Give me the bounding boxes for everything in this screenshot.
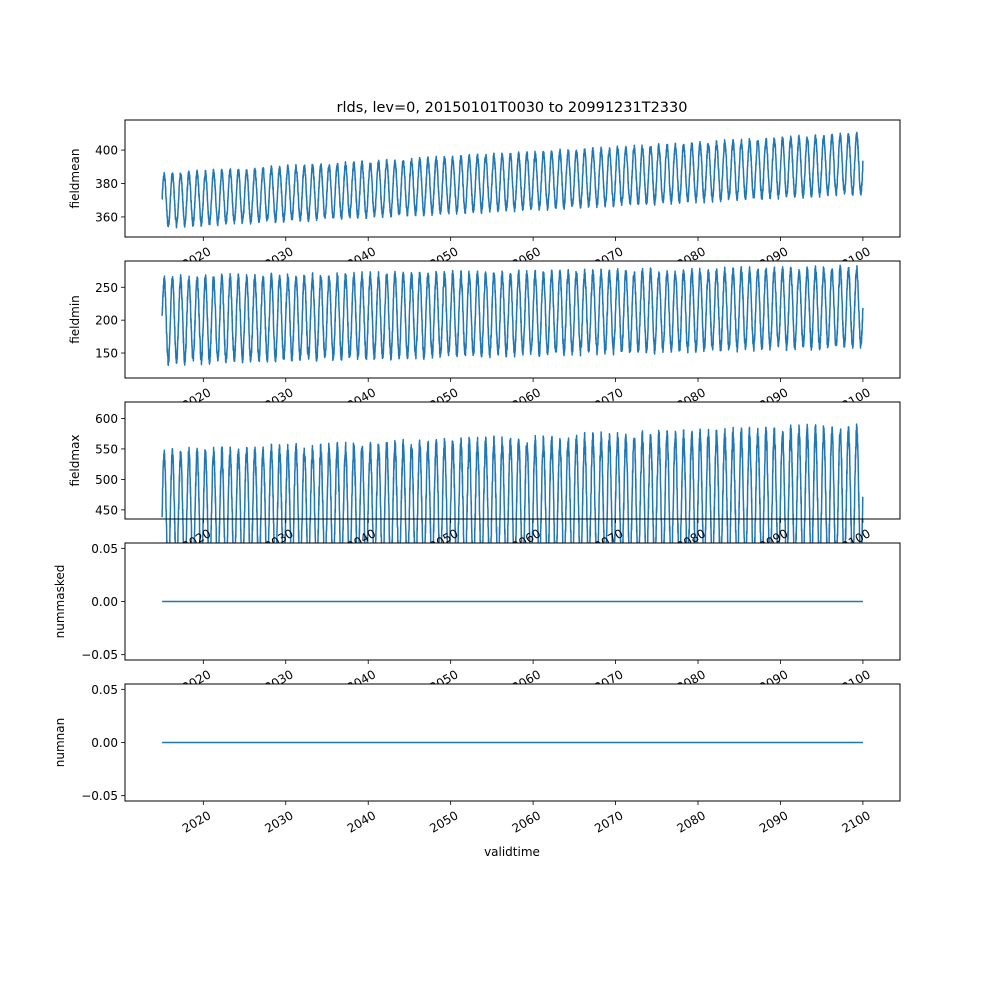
- series-line-fieldmean: [161, 131, 864, 229]
- x-tick-label-numnan: 2030: [262, 808, 295, 835]
- y-tick-label-fieldmax: 550: [95, 442, 118, 456]
- y-tick-label-fieldmean: 360: [95, 210, 118, 224]
- y-tick-label-fieldmin: 250: [95, 281, 118, 295]
- y-tick-label-numnan: 0.05: [91, 683, 118, 697]
- axes-frame-fieldmin: [124, 260, 901, 379]
- y-tick-label-numnan: −0.05: [81, 789, 118, 803]
- chart-title: rlds, lev=0, 20150101T0030 to 20991231T2…: [337, 100, 688, 116]
- y-tick-label-fieldmin: 150: [95, 347, 118, 361]
- y-axis-label-fieldmean: fieldmean: [68, 149, 82, 209]
- y-axis-label-numnan: numnan: [53, 718, 67, 767]
- y-tick-label-fieldmean: 400: [95, 144, 118, 158]
- y-axis-label-nummasked: nummasked: [53, 565, 67, 639]
- x-tick-label-numnan: 2020: [180, 808, 213, 835]
- x-tick-label-numnan: 2080: [675, 808, 708, 835]
- y-tick-label-nummasked: 0.00: [91, 595, 118, 609]
- y-tick-label-nummasked: 0.05: [91, 542, 118, 556]
- x-tick-label-numnan: 2070: [592, 808, 625, 835]
- x-axis-label: validtime: [484, 845, 540, 859]
- x-tick-label-numnan: 2040: [345, 808, 378, 835]
- axes-frame-fieldmax: [124, 401, 901, 520]
- y-axis-label-fieldmax: fieldmax: [68, 434, 82, 486]
- x-tick-label-numnan: 2060: [510, 808, 543, 835]
- y-axis-label-fieldmin: fieldmin: [68, 295, 82, 344]
- x-tick-label-numnan: 2050: [427, 808, 460, 835]
- y-tick-label-fieldmean: 380: [95, 177, 118, 191]
- y-tick-label-nummasked: −0.05: [81, 648, 118, 662]
- panels: 360 380 400 fieldmean 2020 2030 2040 2050 2060 20…: [53, 119, 901, 836]
- axes-frame-fieldmean: [124, 119, 901, 238]
- x-tick-label-numnan: 2100: [839, 808, 872, 835]
- y-tick-label-fieldmax: 450: [95, 503, 118, 517]
- y-tick-label-fieldmax: 500: [95, 473, 118, 487]
- y-tick-label-fieldmax: 600: [95, 412, 118, 426]
- series-line-fieldmin: [161, 264, 864, 367]
- x-tick-label-numnan: 2090: [757, 808, 790, 835]
- y-tick-label-fieldmin: 200: [95, 314, 118, 328]
- panel-numnan: −0.05 0.00 0.05 numnan 2020 2030 2040 2050 2060 2…: [53, 683, 901, 836]
- y-tick-label-numnan: 0.00: [91, 736, 118, 750]
